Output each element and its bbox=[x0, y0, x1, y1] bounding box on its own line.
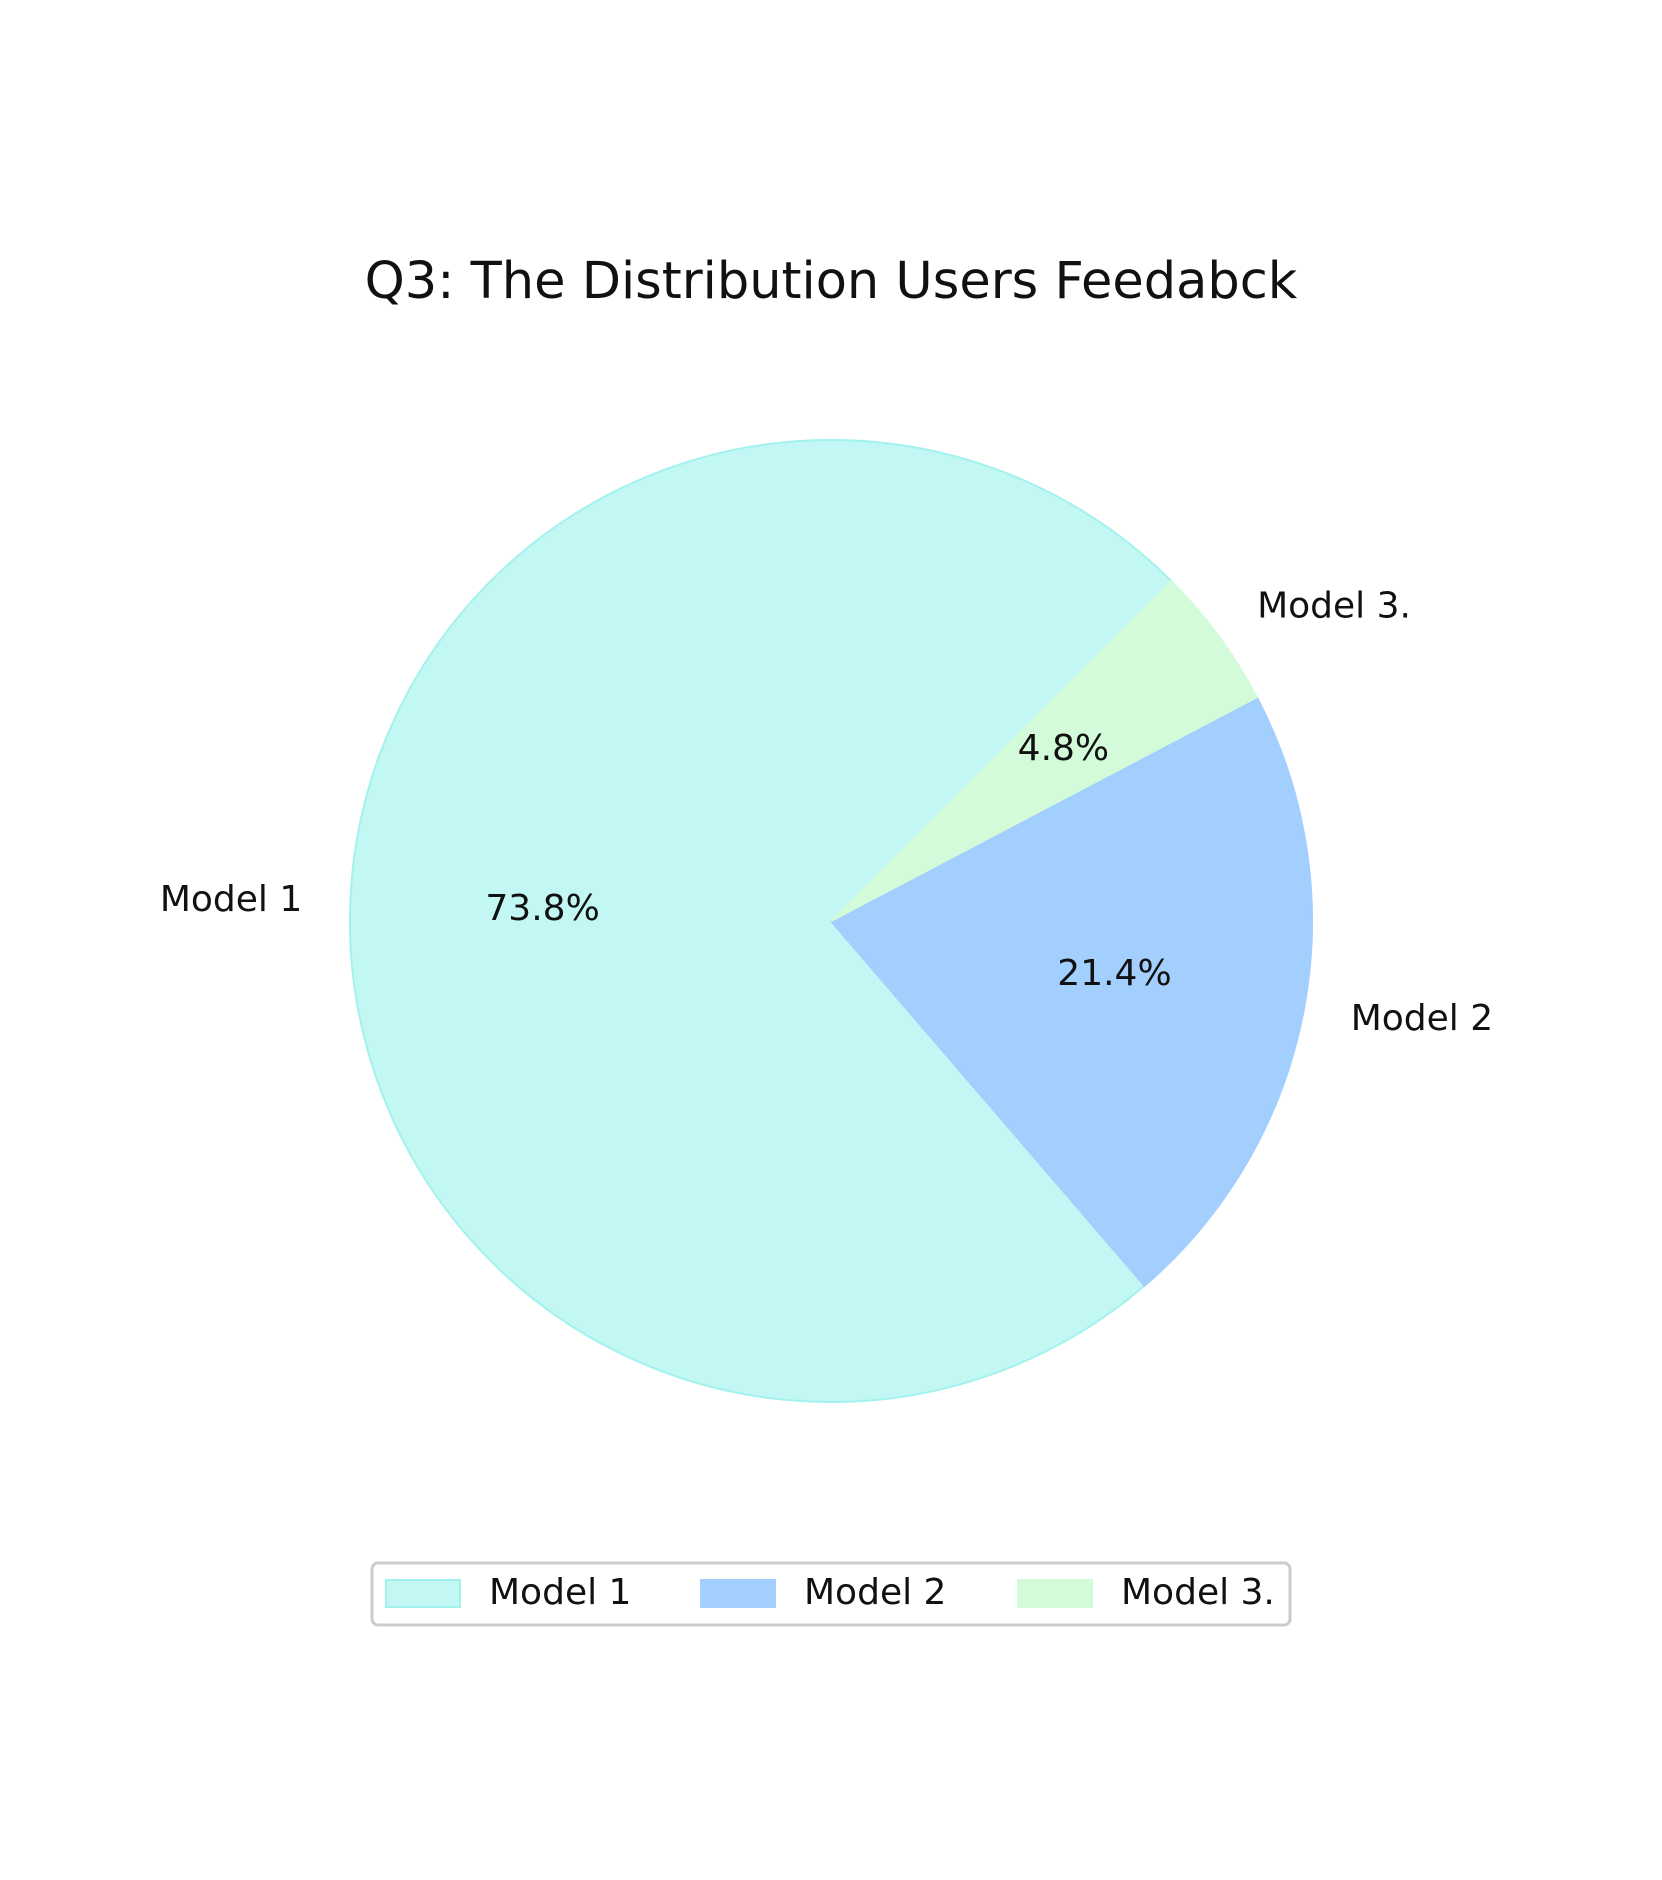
chart-title: Q3: The Distribution Users Feedabck bbox=[365, 252, 1298, 311]
slice-percent-3: 4.8% bbox=[1018, 728, 1109, 769]
slice-percent-2: 21.4% bbox=[1057, 953, 1171, 994]
pie-percent-labels: 73.8% 21.4% 4.8% bbox=[485, 728, 1171, 994]
legend-swatch-3 bbox=[1017, 1579, 1093, 1608]
legend-label-2: Model 2 bbox=[804, 1572, 946, 1613]
legend-label-3: Model 3. bbox=[1121, 1572, 1275, 1613]
slice-label-2: Model 2 bbox=[1351, 998, 1493, 1039]
slice-percent-1: 73.8% bbox=[485, 888, 599, 929]
pie-slices bbox=[349, 439, 1314, 1403]
legend-swatch-2 bbox=[700, 1579, 776, 1608]
legend-frame bbox=[370, 1561, 1292, 1627]
pie-slice-3 bbox=[830, 579, 1259, 922]
pie-slice-2 bbox=[829, 695, 1314, 1288]
slice-label-1: Model 1 bbox=[160, 879, 302, 920]
legend: Model 1 Model 2 Model 3. bbox=[370, 1561, 1292, 1627]
pie-slice-1 bbox=[349, 439, 1173, 1403]
legend-label-1: Model 1 bbox=[489, 1572, 631, 1613]
legend-swatch-1 bbox=[385, 1579, 461, 1608]
slice-label-3: Model 3. bbox=[1257, 585, 1411, 626]
pie-slice-labels: Model 1 Model 2 Model 3. bbox=[160, 585, 1493, 1039]
